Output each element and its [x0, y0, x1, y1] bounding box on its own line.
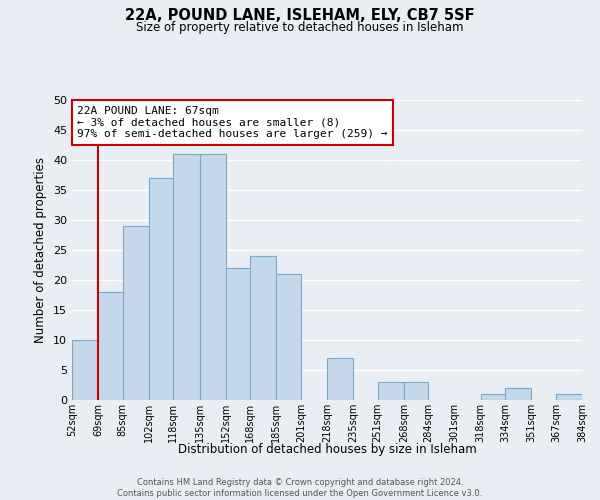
Y-axis label: Number of detached properties: Number of detached properties — [34, 157, 47, 343]
Bar — [481, 394, 505, 400]
Bar — [226, 268, 250, 400]
Bar — [505, 388, 532, 400]
Bar — [149, 178, 173, 400]
Text: Distribution of detached houses by size in Isleham: Distribution of detached houses by size … — [178, 442, 476, 456]
Bar — [122, 226, 149, 400]
Bar — [404, 382, 428, 400]
Bar — [327, 358, 353, 400]
Bar — [98, 292, 122, 400]
Text: Size of property relative to detached houses in Isleham: Size of property relative to detached ho… — [136, 21, 464, 34]
Bar — [277, 274, 301, 400]
Bar — [250, 256, 277, 400]
Text: 22A, POUND LANE, ISLEHAM, ELY, CB7 5SF: 22A, POUND LANE, ISLEHAM, ELY, CB7 5SF — [125, 8, 475, 22]
Bar — [72, 340, 98, 400]
Bar — [173, 154, 199, 400]
Bar — [199, 154, 226, 400]
Text: Contains HM Land Registry data © Crown copyright and database right 2024.
Contai: Contains HM Land Registry data © Crown c… — [118, 478, 482, 498]
Bar — [377, 382, 404, 400]
Text: 22A POUND LANE: 67sqm
← 3% of detached houses are smaller (8)
97% of semi-detach: 22A POUND LANE: 67sqm ← 3% of detached h… — [77, 106, 388, 139]
Bar — [556, 394, 582, 400]
